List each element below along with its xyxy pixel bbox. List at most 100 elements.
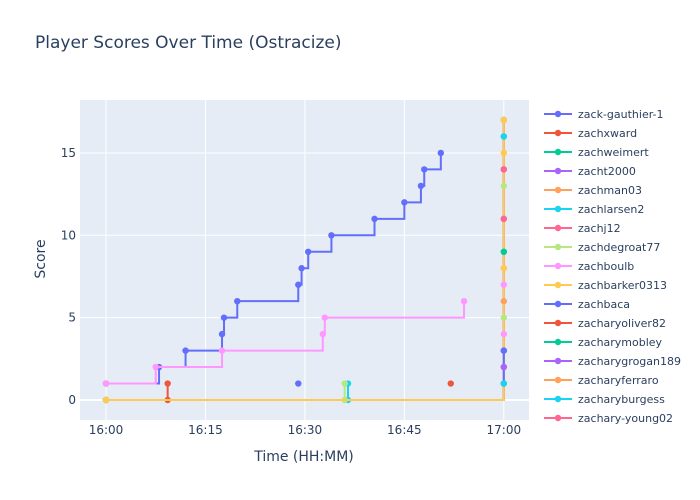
- legend-label: zachbarker0313: [578, 279, 667, 292]
- legend-marker-swatch: [554, 129, 562, 137]
- legend-item-zack-gauthier-1[interactable]: zack-gauthier-1: [544, 108, 664, 121]
- data-point[interactable]: [447, 380, 454, 387]
- data-point[interactable]: [421, 166, 428, 173]
- data-point[interactable]: [295, 281, 302, 288]
- data-point[interactable]: [500, 347, 507, 354]
- legend-label: zachxward: [578, 127, 637, 140]
- data-point[interactable]: [328, 232, 335, 239]
- data-point[interactable]: [182, 347, 189, 354]
- data-point[interactable]: [319, 330, 327, 338]
- legend-item-zachweimert[interactable]: zachweimert: [544, 146, 649, 159]
- x-axis-title: Time (HH:MM): [253, 449, 354, 465]
- data-point[interactable]: [152, 363, 159, 371]
- data-point[interactable]: [500, 149, 507, 157]
- series-zachboulb: [102, 297, 468, 387]
- legend-label: zachary-young02: [578, 412, 673, 425]
- legend-marker-swatch: [554, 300, 562, 308]
- legend-label: zachj12: [578, 222, 621, 235]
- data-point[interactable]: [102, 380, 110, 387]
- data-point[interactable]: [500, 248, 507, 255]
- legend-label: zachbaca: [578, 298, 630, 311]
- legend-marker-swatch: [554, 224, 562, 232]
- legend-item-zacharygrogan189[interactable]: zacharygrogan189: [544, 355, 681, 368]
- data-point[interactable]: [500, 133, 507, 140]
- data-point[interactable]: [500, 215, 507, 223]
- data-point[interactable]: [234, 297, 241, 305]
- legend-marker-swatch: [554, 110, 562, 118]
- data-point[interactable]: [298, 265, 305, 272]
- data-point[interactable]: [500, 297, 507, 305]
- data-point[interactable]: [500, 116, 507, 124]
- legend-item-zacharymobley[interactable]: zacharymobley: [544, 336, 663, 349]
- data-point[interactable]: [500, 265, 507, 272]
- data-point[interactable]: [500, 182, 507, 190]
- legend-item-zachman03[interactable]: zachman03: [544, 184, 642, 197]
- legend-item-zachj12[interactable]: zachj12: [544, 222, 621, 235]
- legend-label: zacharyferraro: [578, 374, 659, 387]
- data-point[interactable]: [164, 380, 171, 387]
- legend-label: zacharygrogan189: [578, 355, 681, 368]
- data-point[interactable]: [321, 314, 328, 321]
- data-point[interactable]: [500, 363, 507, 371]
- data-point[interactable]: [341, 380, 348, 387]
- data-point[interactable]: [500, 166, 507, 173]
- series-line: [106, 120, 505, 401]
- data-point[interactable]: [417, 182, 425, 190]
- legend-label: zachboulb: [578, 260, 634, 273]
- legend-label: zachman03: [578, 184, 642, 197]
- legend-marker-swatch: [554, 281, 562, 289]
- legend-label: zachlarsen2: [578, 203, 644, 216]
- data-point[interactable]: [218, 347, 226, 354]
- data-point[interactable]: [500, 281, 507, 288]
- data-point[interactable]: [437, 149, 445, 157]
- legend-item-zacharyburgess[interactable]: zacharyburgess: [544, 393, 665, 406]
- legend-item-zachbaca[interactable]: zachbaca: [544, 298, 630, 311]
- legend-marker-swatch: [554, 319, 562, 327]
- data-point[interactable]: [500, 314, 507, 321]
- legend-marker-swatch: [554, 414, 562, 422]
- data-point[interactable]: [220, 314, 228, 321]
- legend-marker-swatch: [554, 262, 562, 270]
- data-point[interactable]: [371, 215, 378, 223]
- series-layer: [102, 116, 507, 404]
- data-point[interactable]: [500, 380, 507, 387]
- legend[interactable]: zack-gauthier-1 zachxward zachweimert zacht…: [544, 108, 681, 425]
- data-point[interactable]: [305, 248, 312, 255]
- y-axis-ticks: 0 5 10 15: [61, 146, 76, 407]
- legend-marker-swatch: [554, 243, 562, 251]
- legend-item-zachxward[interactable]: zachxward: [544, 127, 637, 140]
- data-point[interactable]: [500, 330, 507, 338]
- series-stack-1700: [500, 116, 507, 387]
- legend-item-zachboulb[interactable]: zachboulb: [544, 260, 634, 273]
- legend-item-zachary-young02[interactable]: zachary-young02: [544, 412, 673, 425]
- legend-item-zacht2000[interactable]: zacht2000: [544, 165, 636, 178]
- x-axis-ticks: 16:00 16:15 16:30 16:45 17:00: [89, 423, 521, 437]
- x-tick-label: 16:45: [387, 423, 422, 437]
- legend-marker-swatch: [554, 338, 562, 346]
- legend-label: zachweimert: [578, 146, 649, 159]
- legend-item-zachlarsen2[interactable]: zachlarsen2: [544, 203, 644, 216]
- legend-marker-swatch: [554, 376, 562, 384]
- legend-item-zachdegroat77[interactable]: zachdegroat77: [544, 241, 660, 254]
- legend-marker-swatch: [554, 167, 562, 175]
- y-tick-label: 5: [68, 311, 76, 325]
- data-point[interactable]: [295, 380, 302, 387]
- series-zachxward: [164, 380, 454, 404]
- data-point[interactable]: [460, 297, 468, 305]
- x-tick-label: 17:00: [487, 423, 522, 437]
- data-point[interactable]: [401, 199, 408, 206]
- y-tick-label: 0: [68, 393, 76, 407]
- data-point[interactable]: [102, 396, 110, 404]
- legend-item-zachbarker0313[interactable]: zachbarker0313: [544, 279, 667, 292]
- legend-label: zacharyburgess: [578, 393, 665, 406]
- legend-item-zacharyferraro[interactable]: zacharyferraro: [544, 374, 659, 387]
- y-tick-label: 15: [61, 146, 76, 160]
- legend-item-zacharyoliver82[interactable]: zacharyoliver82: [544, 317, 666, 330]
- data-point[interactable]: [218, 330, 226, 338]
- series-line: [106, 301, 466, 385]
- chart-title: Player Scores Over Time (Ostracize): [35, 33, 342, 53]
- y-tick-label: 10: [61, 228, 76, 242]
- legend-label: zacharymobley: [578, 336, 663, 349]
- legend-label: zack-gauthier-1: [578, 108, 664, 121]
